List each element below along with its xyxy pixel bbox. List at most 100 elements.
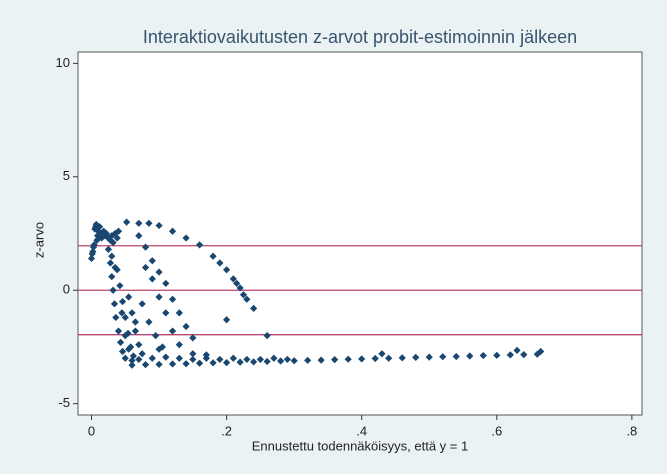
point	[222, 358, 231, 367]
point	[182, 360, 190, 368]
x-tick-label: .8	[626, 423, 637, 438]
point	[155, 221, 163, 230]
point	[155, 293, 163, 301]
point	[128, 361, 136, 369]
point	[145, 318, 153, 326]
point	[229, 275, 237, 283]
point	[222, 266, 231, 274]
point	[168, 360, 177, 368]
point	[109, 286, 117, 294]
point	[195, 241, 204, 249]
point	[439, 353, 447, 361]
point	[125, 345, 133, 353]
point	[229, 354, 237, 362]
point	[537, 347, 545, 356]
point	[466, 352, 474, 360]
point	[277, 357, 285, 365]
point	[135, 219, 143, 227]
point	[104, 245, 112, 253]
point	[412, 353, 420, 361]
point	[87, 254, 96, 263]
x-tick-label: .6	[491, 423, 502, 438]
point	[118, 347, 127, 356]
point	[96, 223, 104, 231]
point	[479, 351, 487, 360]
point	[118, 309, 126, 317]
point	[111, 263, 119, 272]
point	[175, 354, 183, 362]
point	[385, 354, 393, 362]
point	[98, 234, 106, 242]
point	[239, 291, 248, 299]
point	[109, 238, 117, 247]
x-tick-label: .2	[221, 423, 232, 438]
point	[175, 309, 183, 317]
point	[108, 252, 116, 260]
point	[168, 327, 177, 335]
point	[141, 263, 150, 272]
point	[131, 318, 140, 326]
point	[145, 219, 153, 227]
point	[148, 275, 156, 283]
point	[116, 282, 124, 290]
point	[110, 300, 119, 308]
point	[398, 354, 406, 362]
point	[222, 316, 231, 324]
point	[88, 250, 96, 258]
point	[118, 297, 127, 306]
point	[290, 357, 298, 365]
point	[209, 359, 217, 367]
point	[263, 331, 271, 340]
point	[131, 327, 140, 335]
y-tick-label: 0	[63, 282, 70, 297]
point	[175, 341, 183, 349]
point	[116, 338, 125, 346]
point	[148, 257, 156, 265]
point	[202, 351, 210, 359]
point	[513, 346, 521, 354]
y-tick-label: -5	[58, 395, 70, 410]
point	[138, 350, 146, 358]
point	[378, 350, 386, 358]
point	[189, 350, 197, 358]
point	[112, 313, 120, 322]
point	[182, 234, 190, 242]
point	[114, 327, 123, 335]
point	[141, 243, 150, 251]
point	[250, 304, 258, 312]
point	[304, 356, 312, 364]
point	[452, 352, 460, 361]
point	[162, 309, 170, 317]
point	[155, 360, 163, 369]
point	[155, 268, 163, 276]
point	[135, 232, 143, 240]
point	[189, 355, 197, 364]
point	[135, 355, 143, 364]
point	[506, 351, 514, 359]
point	[358, 355, 366, 363]
x-axis-title: Ennustettu todennäköisyys, että y = 1	[252, 438, 468, 453]
point	[243, 295, 251, 303]
point	[162, 279, 170, 288]
point	[533, 350, 541, 358]
point	[371, 354, 379, 363]
point	[128, 309, 136, 317]
point	[114, 227, 123, 235]
point	[121, 331, 129, 340]
point	[93, 232, 102, 240]
point	[148, 354, 156, 362]
point	[91, 223, 100, 231]
point	[125, 293, 133, 301]
point	[216, 355, 224, 364]
x-tick-label: .4	[356, 423, 367, 438]
point	[250, 358, 258, 366]
point	[493, 351, 501, 359]
point	[189, 334, 197, 342]
point	[123, 218, 131, 226]
point	[141, 361, 150, 369]
point	[121, 313, 129, 322]
point	[425, 353, 433, 361]
y-tick-label: 5	[63, 168, 70, 183]
point	[97, 229, 105, 238]
